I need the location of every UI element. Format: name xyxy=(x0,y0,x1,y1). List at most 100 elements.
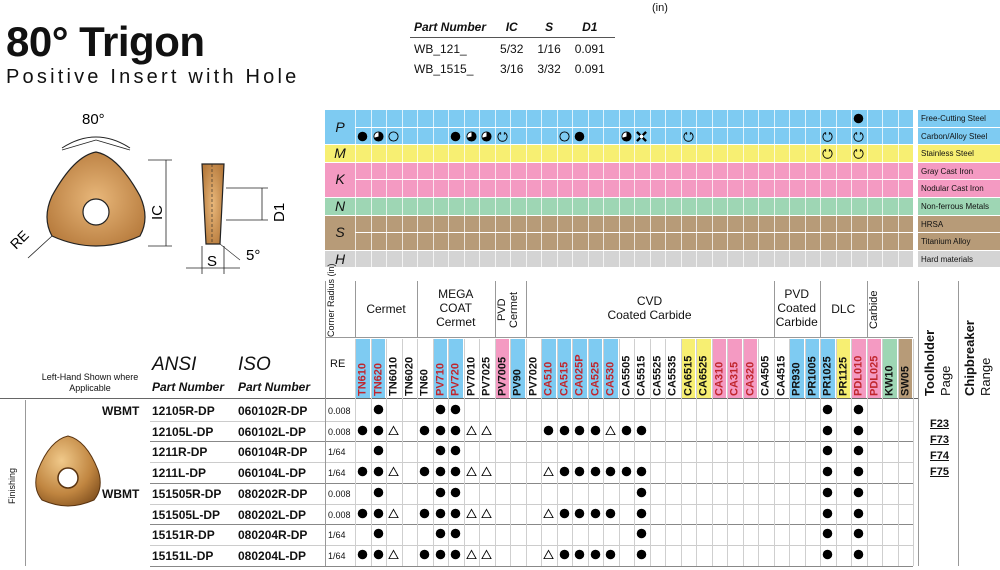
grade-family-label: CVD Coated Carbide xyxy=(607,294,692,323)
family-divider xyxy=(773,281,775,337)
triangle-icon xyxy=(388,549,400,562)
grid-line xyxy=(680,339,682,566)
grade-label: CA515 xyxy=(557,361,570,396)
grade-label: CA4515 xyxy=(774,355,787,396)
grade-header-cell xyxy=(525,339,540,398)
arc-circle-icon xyxy=(497,131,509,144)
grade-header-cell xyxy=(479,339,494,398)
chipbreaker-header: Chipbreaker xyxy=(962,320,977,396)
grade-header-cell xyxy=(587,339,602,398)
material-name: Hard materials xyxy=(921,254,974,264)
full-circle-icon xyxy=(574,425,586,438)
cell-s: 3/32 xyxy=(537,62,561,76)
material-letter-cell xyxy=(325,110,355,145)
triangle-icon xyxy=(543,508,555,521)
row-divider xyxy=(150,544,913,546)
full-circle-icon xyxy=(450,404,462,417)
triangle-icon xyxy=(465,549,478,562)
full-circle-icon xyxy=(435,404,447,417)
ansi-part-number: 1211R-DP xyxy=(152,445,208,460)
triangle-icon xyxy=(481,508,493,521)
toolholder-page-link[interactable]: F75 xyxy=(930,466,949,478)
family-divider xyxy=(355,281,356,337)
grid-line xyxy=(851,339,852,566)
grid-line xyxy=(556,110,558,268)
grade-header-cell xyxy=(386,339,401,398)
grade-family-label: Carbide xyxy=(867,290,880,330)
full-circle-icon xyxy=(853,445,865,458)
grid-line xyxy=(463,339,465,566)
grade-label: PV7025 xyxy=(480,356,493,396)
grid-line xyxy=(742,110,744,268)
row-divider xyxy=(150,462,913,464)
triangle-icon xyxy=(481,549,493,562)
material-letter-cell xyxy=(325,198,355,215)
re-value: 0.008 xyxy=(328,488,351,499)
full-circle-icon xyxy=(853,466,865,479)
grid-line xyxy=(649,339,651,566)
re-value: 1/64 xyxy=(328,447,346,458)
table-row: WB_121_ 5/32 1/16 0.091 xyxy=(410,38,615,59)
grid-line xyxy=(510,110,511,268)
toolholder-header: Toolholder xyxy=(922,329,937,396)
grade-header-cell xyxy=(463,339,478,398)
toolholder-page-link[interactable]: F23 xyxy=(930,418,949,430)
insert-hole xyxy=(82,198,110,226)
full-circle-icon xyxy=(853,404,865,417)
grid-line xyxy=(866,339,868,566)
triangle-icon xyxy=(543,549,555,562)
triangle-icon xyxy=(465,508,478,521)
left-hand-note: Left-Hand Shown where Applicable xyxy=(41,372,139,393)
full-circle-icon xyxy=(574,466,586,479)
grade-header-cell xyxy=(541,339,556,398)
toolholder-page-header: Page xyxy=(938,365,953,396)
grade-header-cell xyxy=(851,339,866,398)
full-circle-icon xyxy=(853,487,865,500)
full-circle-icon xyxy=(605,466,617,479)
grade-header-cell xyxy=(448,339,463,398)
triangle-icon xyxy=(605,425,617,438)
full-circle-icon xyxy=(419,425,431,438)
ansi-part-number-label: Part Number xyxy=(152,380,225,394)
arc-circle-icon xyxy=(853,148,865,161)
grid-line xyxy=(866,110,868,268)
full-circle-icon xyxy=(605,508,617,521)
grade-label: CA6515 xyxy=(681,355,694,396)
grid-line xyxy=(649,110,651,268)
grade-header-cell xyxy=(665,339,680,398)
full-circle-icon xyxy=(621,466,633,479)
angle-label: 80° xyxy=(82,111,105,128)
grade-label: PV7020 xyxy=(526,356,539,396)
row-divider xyxy=(150,441,913,443)
grid-line xyxy=(882,339,883,566)
material-name: Stainless Steel xyxy=(921,149,974,159)
grid-line xyxy=(851,110,852,268)
grade-header-cell xyxy=(820,339,835,398)
grid-line xyxy=(958,281,959,566)
ansi-part-number: 12105R-DP xyxy=(152,404,215,418)
full-circle-icon xyxy=(636,528,648,541)
full-circle-icon xyxy=(822,425,834,438)
grid-line xyxy=(618,339,620,566)
grade-family-label: MEGA COAT Cermet xyxy=(436,286,476,330)
cell-d1: 0.091 xyxy=(574,42,605,56)
full-circle-icon xyxy=(435,445,447,458)
ansi-part-number: 151505L-DP xyxy=(152,507,221,522)
grade-label: CA510 xyxy=(542,361,555,396)
material-name: Titanium Alloy xyxy=(921,237,971,247)
toolholder-page-link[interactable]: F73 xyxy=(930,434,949,446)
grade-header-cell xyxy=(727,339,742,398)
full-circle-icon xyxy=(853,425,865,438)
material-name-cell xyxy=(918,180,1000,197)
full-circle-icon xyxy=(636,549,648,562)
grade-header-cell xyxy=(494,339,509,398)
grid-line xyxy=(773,110,775,268)
grid-line xyxy=(665,110,666,268)
toolholder-page-link[interactable]: F74 xyxy=(930,450,949,462)
material-name: Gray Cast Iron xyxy=(921,166,974,176)
grade-header-cell xyxy=(897,339,912,398)
full-circle-icon xyxy=(853,549,865,562)
full-circle-icon xyxy=(636,425,648,438)
full-circle-icon xyxy=(450,549,462,562)
full-circle-icon xyxy=(853,508,865,521)
